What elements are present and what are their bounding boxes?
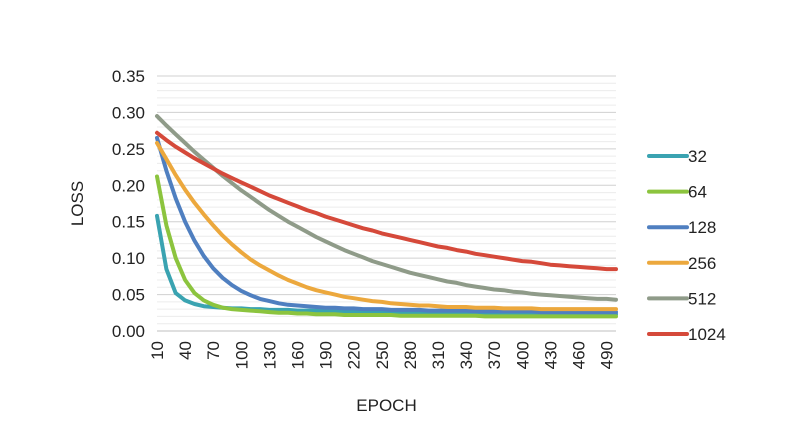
x-axis-ticks: 10 40 70 100 130 160 190 220 250 280 310 340 370 400 4… xyxy=(148,341,617,369)
x-tick-label: 100 xyxy=(232,341,251,369)
x-tick-label: 430 xyxy=(541,341,560,369)
y-tick-label: 0.30 xyxy=(112,103,145,122)
series-lines xyxy=(155,114,618,319)
x-tick-label: 130 xyxy=(260,341,279,369)
y-tick-label: 0.00 xyxy=(112,322,145,341)
series-line-1024 xyxy=(155,130,618,272)
x-tick-label: 250 xyxy=(373,341,392,369)
x-tick-label: 400 xyxy=(513,341,532,369)
y-axis-title: LOSS xyxy=(68,181,87,226)
legend-label-32: 32 xyxy=(688,147,707,166)
y-tick-label: 0.05 xyxy=(112,286,145,305)
x-tick-label: 310 xyxy=(429,341,448,369)
x-tick-label: 220 xyxy=(345,341,364,369)
x-axis-title: EPOCH xyxy=(356,396,416,415)
legend-label-256: 256 xyxy=(688,254,716,273)
y-tick-label: 0.15 xyxy=(112,213,145,232)
x-tick-label: 340 xyxy=(457,341,476,369)
series-line-512 xyxy=(155,114,618,302)
gridlines xyxy=(157,75,616,325)
legend-label-64: 64 xyxy=(688,183,707,202)
series-line-256 xyxy=(155,141,618,312)
x-tick-label: 370 xyxy=(485,341,504,369)
y-axis-ticks: 0.00 0.05 0.10 0.15 0.20 0.25 0.30 0.35 xyxy=(112,67,145,341)
legend: 32 64 128 256 512 1024 xyxy=(647,147,726,344)
legend-label-1024: 1024 xyxy=(688,325,726,344)
legend-label-512: 512 xyxy=(688,289,716,308)
x-tick-label: 70 xyxy=(204,341,223,360)
series-line-128 xyxy=(155,135,618,315)
x-tick-label: 490 xyxy=(598,341,617,369)
x-tick-label: 40 xyxy=(176,341,195,360)
x-tick-label: 190 xyxy=(317,341,336,369)
y-tick-label: 0.35 xyxy=(112,67,145,86)
x-tick-label: 10 xyxy=(148,341,167,360)
series-line-64 xyxy=(155,174,618,319)
x-tick-label: 160 xyxy=(289,341,308,369)
x-tick-label: 280 xyxy=(401,341,420,369)
y-tick-label: 0.25 xyxy=(112,140,145,159)
y-tick-label: 0.10 xyxy=(112,249,145,268)
x-tick-label: 460 xyxy=(570,341,589,369)
y-tick-label: 0.20 xyxy=(112,176,145,195)
legend-label-128: 128 xyxy=(688,218,716,237)
